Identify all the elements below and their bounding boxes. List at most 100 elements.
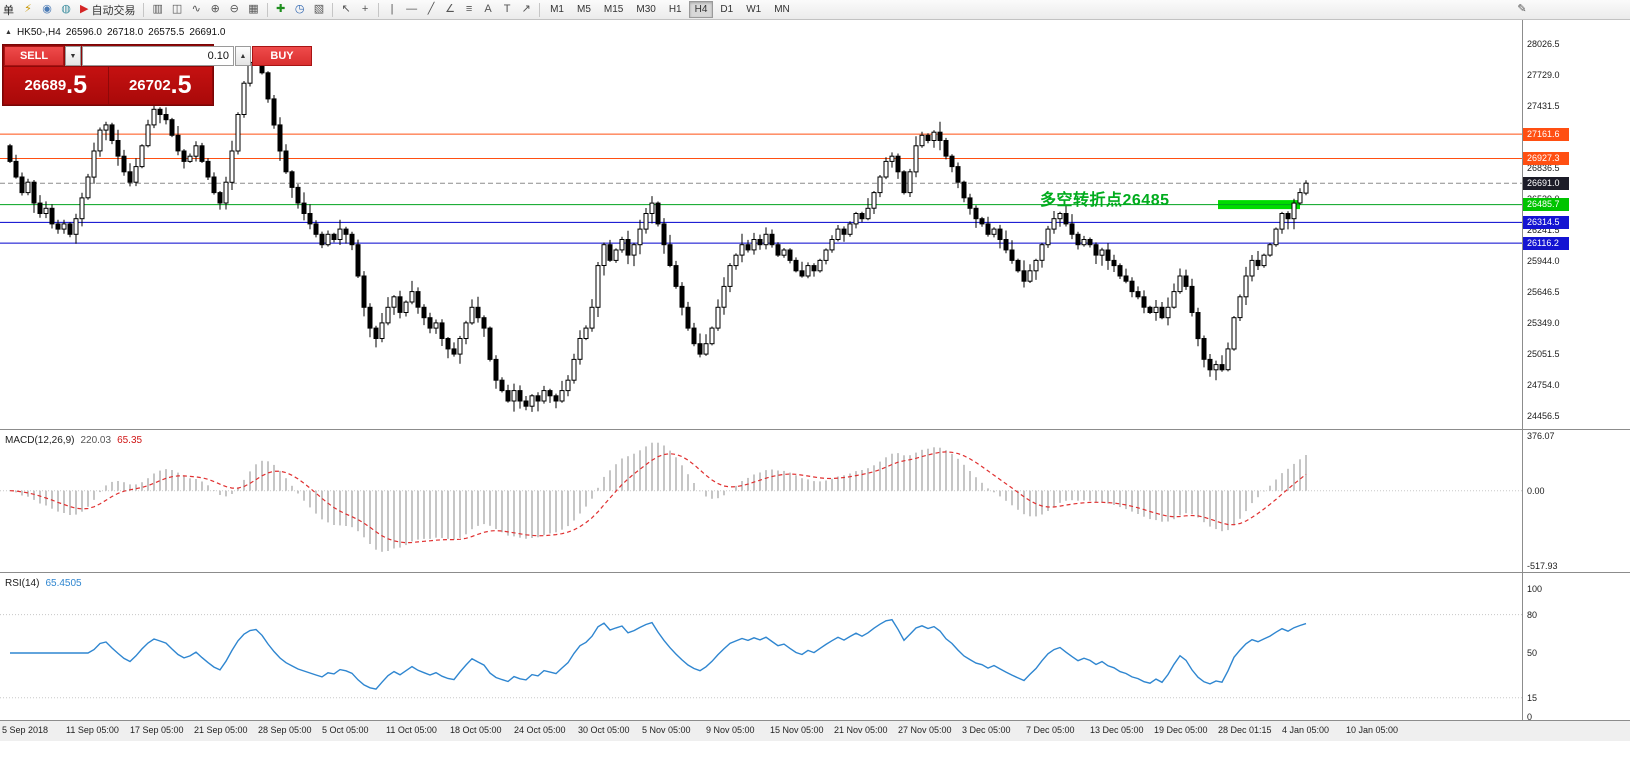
templates-button[interactable]: ▧	[310, 1, 328, 18]
toolbar-separator	[378, 2, 380, 17]
new-order-button[interactable]: ⚡	[19, 1, 37, 18]
sell-button[interactable]: SELL	[4, 46, 64, 66]
zoom-in-button[interactable]: ⊕	[206, 1, 224, 18]
symbol-period: HK50-,H4	[16, 27, 61, 38]
price-tag-26485.7: 26485.7	[1523, 198, 1569, 212]
arrows-button[interactable]: ↗	[517, 1, 535, 18]
period-selector-button[interactable]: ◷	[291, 1, 309, 18]
menu-label[interactable]: 单	[3, 4, 14, 17]
line-chart-icon: ∿	[191, 3, 201, 15]
macd-value-signal: 65.35	[117, 435, 143, 446]
timeframe-m30[interactable]: M30	[630, 1, 661, 18]
volume-input[interactable]	[82, 46, 234, 66]
collapse-arrow-icon[interactable]: ▲	[5, 29, 12, 36]
price-tag-26314.5: 26314.5	[1523, 215, 1569, 229]
time-label: 5 Nov 05:00	[642, 725, 691, 735]
sell-price-frac: .5	[66, 71, 88, 99]
chart-title: ▲ HK50-,H4 26596.0 26718.0 26575.5 26691…	[5, 27, 225, 38]
time-label: 9 Nov 05:00	[706, 725, 755, 735]
horizontal-line-button[interactable]: —	[402, 1, 421, 18]
accounts-icon[interactable]: ◉	[38, 1, 56, 18]
trendline-button[interactable]: ╱	[422, 1, 440, 18]
timeframe-mn[interactable]: MN	[768, 1, 796, 18]
market-watch-icon[interactable]: ◍	[57, 1, 75, 18]
edit-icon[interactable]: ✎	[1513, 1, 1531, 18]
bar-chart-button[interactable]: ▥	[148, 1, 166, 18]
price-axis[interactable]	[1522, 20, 1630, 720]
label-icon: T	[503, 3, 511, 15]
rsi-axis-label: 100	[1527, 584, 1543, 594]
time-label: 3 Dec 05:00	[962, 725, 1011, 735]
bar-chart-icon: ▥	[152, 3, 163, 15]
add-indicator-button[interactable]: ✚	[272, 1, 290, 18]
panel-divider-rsi[interactable]	[0, 572, 1630, 573]
time-label: 7 Dec 05:00	[1026, 725, 1075, 735]
tile-windows-button[interactable]: ▦	[244, 1, 262, 18]
autotrade-icon: ▶	[80, 3, 89, 15]
candlestick-chart-icon: ◫	[171, 3, 183, 15]
timeframe-m5[interactable]: M5	[571, 1, 597, 18]
macd-axis-label: 0.00	[1527, 485, 1545, 496]
zoom-in-icon: ⊕	[210, 3, 220, 15]
main-chart-svg[interactable]	[0, 20, 1522, 430]
toolbar-separator	[332, 2, 334, 17]
crosshair-button[interactable]: +	[356, 1, 374, 18]
ohlc-low: 26575.5	[148, 27, 185, 38]
toolbar-separator	[266, 2, 268, 17]
time-label: 11 Sep 05:00	[66, 725, 119, 735]
rsi-value: 65.4505	[45, 578, 82, 589]
rsi-line	[10, 618, 1307, 690]
market-watch-icon-icon: ◍	[61, 3, 71, 15]
autotrade-button[interactable]: ▶ 自动交易	[76, 1, 139, 18]
panel-divider-macd[interactable]	[0, 429, 1630, 430]
volume-up-button[interactable]: ▲	[235, 46, 251, 66]
timeframe-d1[interactable]: D1	[714, 1, 739, 18]
timeframe-h1[interactable]: H1	[663, 1, 688, 18]
price-axis-label: 24456.5	[1527, 411, 1560, 421]
equidistant-channel-button[interactable]: ∠	[441, 1, 459, 18]
macd-value-main: 220.03	[80, 435, 112, 446]
macd-panel-svg[interactable]	[0, 430, 1522, 572]
volume-down-button[interactable]: ▼	[65, 46, 81, 66]
fibonacci-button[interactable]: ≡	[460, 1, 478, 18]
time-axis[interactable]: 5 Sep 2018 11 Sep 05:00 17 Sep 05:00 21 Sep…	[0, 720, 1630, 741]
timeframe-h4[interactable]: H4	[688, 1, 714, 18]
time-label: 5 Oct 05:00	[322, 725, 369, 735]
time-label: 24 Oct 05:00	[514, 725, 566, 735]
add-indicator-icon: ✚	[276, 3, 286, 15]
pencil-icon: ✎	[1517, 3, 1527, 15]
timeframe-m1[interactable]: M1	[544, 1, 570, 18]
buy-price[interactable]: 26702 .5	[108, 67, 212, 104]
time-label: 15 Nov 05:00	[770, 725, 824, 735]
price-tag-26116.2: 26116.2	[1523, 236, 1569, 250]
price-axis-label: 25051.5	[1527, 349, 1560, 359]
price-axis-label: 27431.5	[1527, 101, 1560, 111]
price-tag-26927.3: 26927.3	[1523, 152, 1569, 166]
time-label: 28 Dec 01:15	[1218, 725, 1272, 735]
buy-button[interactable]: BUY	[252, 46, 312, 66]
price-axis-label: 26241.5	[1527, 225, 1560, 235]
zoom-out-button[interactable]: ⊖	[225, 1, 243, 18]
label-button[interactable]: T	[498, 1, 516, 18]
vertical-line-button[interactable]: |	[383, 1, 401, 18]
text-icon: A	[484, 3, 492, 15]
crosshair-icon: +	[361, 3, 369, 15]
sell-price-main: 26689	[24, 77, 67, 94]
time-label: 21 Nov 05:00	[834, 725, 888, 735]
price-axis-label: 26836.5	[1527, 163, 1560, 173]
cursor-button[interactable]: ↖	[337, 1, 355, 18]
rsi-axis-label: 15	[1527, 692, 1538, 703]
time-label: 21 Sep 05:00	[194, 725, 248, 735]
candlestick-chart-button[interactable]: ◫	[168, 1, 186, 18]
rsi-axis-label: 0	[1527, 712, 1533, 722]
templates-icon: ▧	[313, 3, 325, 15]
text-button[interactable]: A	[479, 1, 497, 18]
line-chart-button[interactable]: ∿	[187, 1, 205, 18]
timeframe-w1[interactable]: W1	[740, 1, 767, 18]
time-label: 28 Sep 05:00	[258, 725, 312, 735]
timeframe-group: M1 M5 M15 M30 H1 H4 D1 W1 MN	[544, 1, 796, 18]
sell-price[interactable]: 26689 .5	[4, 67, 108, 104]
timeframe-m15[interactable]: M15	[598, 1, 629, 18]
price-axis-label: 27729.0	[1527, 70, 1560, 80]
rsi-panel-svg[interactable]	[0, 573, 1522, 719]
